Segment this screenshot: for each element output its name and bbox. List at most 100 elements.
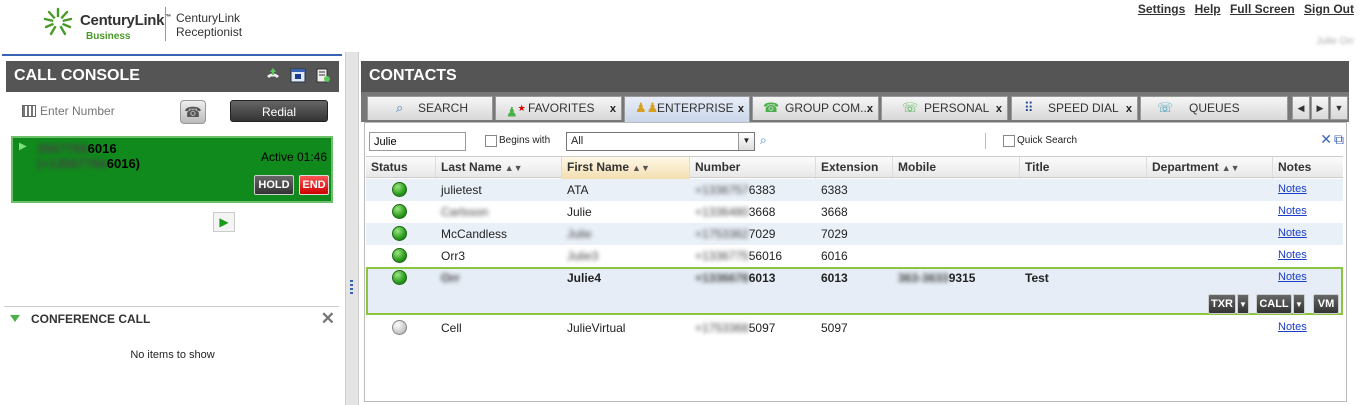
transfer-dropdown-icon[interactable]: ▼ xyxy=(1237,294,1249,314)
tab-close-icon[interactable]: x xyxy=(995,103,1002,115)
col-number[interactable]: Number xyxy=(690,157,816,179)
presence-status-icon xyxy=(392,248,407,263)
personal-icon: ☏ xyxy=(902,100,919,115)
search-icon: ⌕ xyxy=(396,100,404,115)
notes-link[interactable]: Notes xyxy=(1278,227,1307,239)
presence-status-icon xyxy=(392,320,407,335)
close-icon[interactable]: ✕ xyxy=(320,309,335,328)
notes-link[interactable]: Notes xyxy=(1278,321,1307,333)
call-dropdown-icon[interactable]: ▼ xyxy=(1293,294,1305,314)
table-row[interactable]: Cell JulieVirtual +17533685097 5097 Notes xyxy=(366,317,1343,339)
table-row[interactable]: Orr Julie4 +13366786013 6013 363-36339315 Tes… xyxy=(366,267,1343,315)
cell-extension: 3668 xyxy=(821,205,848,219)
clear-search-icon[interactable]: ✕ xyxy=(1320,131,1332,147)
search-go-icon[interactable]: ⌕ xyxy=(760,133,767,147)
call-status: Active 01:46 xyxy=(260,150,327,164)
cell-first-name: ATA xyxy=(567,183,589,197)
cell-first-name: Julie3 xyxy=(567,249,599,263)
phone-transfer-icon[interactable] xyxy=(265,67,281,83)
hold-button[interactable]: HOLD xyxy=(254,175,294,195)
calendar-icon[interactable] xyxy=(290,67,306,83)
caller-number: 35677666016 xyxy=(37,141,117,156)
call-console-header: CALL CONSOLE xyxy=(6,61,339,92)
cell-number: +17533685097 xyxy=(695,321,776,335)
help-link[interactable]: Help xyxy=(1194,2,1221,16)
table-row[interactable]: julietest ATA +13367576383 6383 Notes xyxy=(366,179,1343,201)
col-department[interactable]: Department ▲▼ xyxy=(1147,157,1273,179)
table-row[interactable]: McCandless Julie +17533627029 7029 Notes xyxy=(366,223,1343,245)
tab-close-icon[interactable]: x xyxy=(737,103,744,115)
queues-icon: ☏ xyxy=(1157,100,1174,115)
tab-speed-dial[interactable]: ⠿ SPEED DIAL x xyxy=(1011,96,1138,120)
sort-icon: ▲▼ xyxy=(504,163,523,173)
cell-last-name: julietest xyxy=(441,183,482,197)
centurylink-logo-icon xyxy=(43,7,73,36)
tab-close-icon[interactable]: x xyxy=(1125,103,1132,115)
directory-filter-select[interactable]: All ▼ xyxy=(566,132,755,151)
notes-edit-icon[interactable] xyxy=(315,67,331,83)
tab-favorites[interactable]: ♟★ FAVORITES x xyxy=(495,96,622,120)
expand-call-icon[interactable]: ▶ xyxy=(19,141,27,152)
tab-queues[interactable]: ☏ QUEUES xyxy=(1140,96,1288,120)
contact-search-input[interactable] xyxy=(369,132,466,151)
brand-subtitle: Business xyxy=(86,31,131,42)
notes-link[interactable]: Notes xyxy=(1278,205,1307,217)
call-button[interactable]: CALL xyxy=(1256,294,1292,314)
tab-close-icon[interactable]: x xyxy=(609,103,616,115)
tab-menu-button[interactable]: ▼ xyxy=(1330,96,1348,120)
cell-last-name: McCandless xyxy=(441,227,508,241)
contacts-panel: CONTACTS ⌕ SEARCH ♟★ FAVORITES x ♟♟ ENTE… xyxy=(359,52,1360,405)
chevron-down-icon[interactable]: ▼ xyxy=(738,133,754,150)
tab-search[interactable]: ⌕ SEARCH xyxy=(367,96,493,120)
col-label: First Name xyxy=(567,160,630,174)
tab-scroll-left-button[interactable]: ◀ xyxy=(1292,96,1310,120)
table-row[interactable]: Carlsson Julie +13364803668 3668 Notes xyxy=(366,201,1343,223)
quick-search-label: Quick Search xyxy=(1017,135,1078,146)
call-console-title: CALL CONSOLE xyxy=(14,67,140,84)
presence-status-icon xyxy=(392,270,407,285)
tab-personal[interactable]: ☏ PERSONAL x xyxy=(881,96,1008,120)
voicemail-button[interactable]: VM xyxy=(1313,294,1339,314)
cell-number: +17533627029 xyxy=(695,227,776,241)
col-notes[interactable]: Notes xyxy=(1278,160,1312,174)
redial-button[interactable]: Redial xyxy=(230,100,328,122)
sign-out-link[interactable]: Sign Out xyxy=(1304,2,1354,16)
transfer-button[interactable]: TXR xyxy=(1208,294,1236,314)
popout-icon[interactable]: ⧉ xyxy=(1334,131,1344,147)
quick-search-checkbox[interactable] xyxy=(1003,135,1015,147)
col-first-name[interactable]: First Name ▲▼ xyxy=(562,157,690,179)
cell-last-name: Cell xyxy=(441,321,462,335)
panel-splitter[interactable] xyxy=(345,52,359,405)
active-call-card[interactable]: ▶ 35677666016 (+135677666016) Active 01:… xyxy=(11,136,333,203)
table-row[interactable]: Orr3 Julie3 +133677556016 6016 Notes xyxy=(366,245,1343,267)
collapse-arrow-icon[interactable] xyxy=(10,315,20,322)
tab-group-common[interactable]: ☎ GROUP COM... x xyxy=(752,96,879,120)
splitter-handle-icon[interactable] xyxy=(350,280,353,296)
full-screen-link[interactable]: Full Screen xyxy=(1229,2,1295,16)
play-icon[interactable]: ▶ xyxy=(213,212,235,232)
col-extension[interactable]: Extension xyxy=(816,157,893,179)
col-title[interactable]: Title xyxy=(1020,157,1147,179)
presence-status-icon xyxy=(392,226,407,241)
product-name: CenturyLink Receptionist xyxy=(176,11,243,39)
col-status[interactable]: Status xyxy=(366,157,436,179)
tab-scroll-right-button[interactable]: ▶ xyxy=(1311,96,1329,120)
tab-close-icon[interactable]: x xyxy=(866,103,873,115)
app-header: CenturyLink™ Business CenturyLink Recept… xyxy=(0,0,1360,52)
panel-topline xyxy=(2,54,342,56)
tab-enterprise[interactable]: ♟♟ ENTERPRISE x xyxy=(624,96,750,122)
notes-link[interactable]: Notes xyxy=(1278,249,1307,261)
cell-extension: 5097 xyxy=(821,321,848,335)
col-last-name[interactable]: Last Name ▲▼ xyxy=(436,157,562,179)
col-mobile[interactable]: Mobile xyxy=(893,157,1020,179)
enter-number-input[interactable] xyxy=(40,101,180,121)
settings-link[interactable]: Settings xyxy=(1137,2,1186,16)
end-call-button[interactable]: END xyxy=(299,175,329,195)
notes-link[interactable]: Notes xyxy=(1278,183,1307,195)
conference-call-header[interactable]: CONFERENCE CALL ✕ xyxy=(10,309,335,330)
begins-with-checkbox[interactable] xyxy=(485,135,497,147)
notes-link[interactable]: Notes xyxy=(1278,271,1307,283)
cell-last-name: Carlsson xyxy=(441,205,489,219)
dial-phone-button[interactable]: ☎ xyxy=(180,100,206,124)
cell-number: +13366786013 xyxy=(695,271,776,285)
